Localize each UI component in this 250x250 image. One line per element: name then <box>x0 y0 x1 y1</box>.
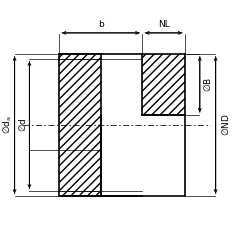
Bar <box>59 54 142 125</box>
Text: $\emptyset$d: $\emptyset$d <box>17 118 28 132</box>
Bar <box>142 115 185 125</box>
Bar <box>101 54 142 196</box>
Text: $\emptyset$ND: $\emptyset$ND <box>220 114 231 136</box>
Text: b: b <box>98 20 103 30</box>
Bar <box>59 54 142 196</box>
Bar <box>101 115 185 196</box>
Text: $\emptyset$d$_{\rm a}$: $\emptyset$d$_{\rm a}$ <box>2 116 14 134</box>
Text: $\emptyset$B: $\emptyset$B <box>202 77 213 92</box>
Bar <box>101 115 185 196</box>
Bar <box>59 125 142 196</box>
Text: NL: NL <box>158 20 170 30</box>
Bar <box>142 54 185 125</box>
Bar <box>142 54 185 115</box>
